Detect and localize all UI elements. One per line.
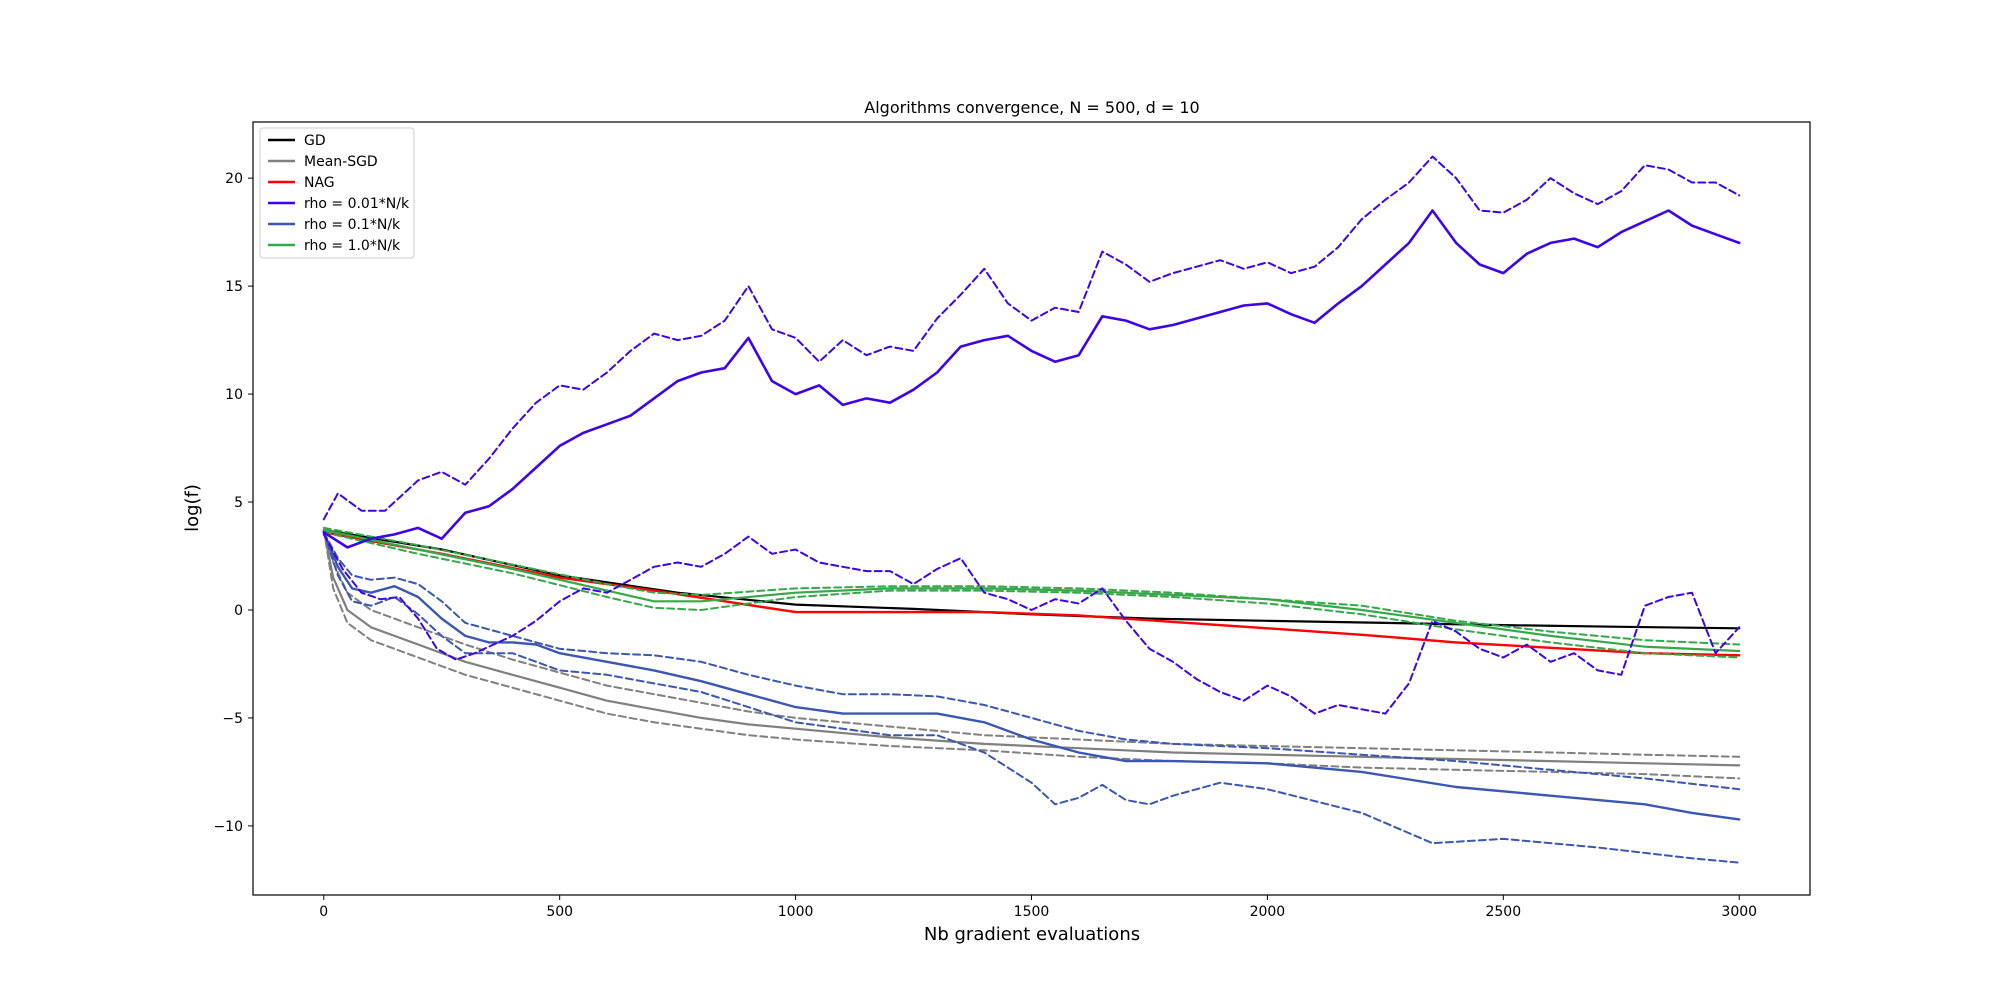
x-tick-label: 2000 [1250,904,1286,920]
legend-label-mean-sgd: Mean-SGD [304,154,378,170]
y-axis-ticks: −10 −5 0 5 10 15 20 [213,171,253,835]
y-tick-label: 20 [225,171,243,187]
chart-title: Algorithms convergence, N = 500, d = 10 [864,98,1199,117]
y-tick-label: −5 [222,711,243,727]
y-tick-label: 15 [225,279,243,295]
series-line-rho-1-0-n-k-lower [322,531,1741,659]
x-tick-label: 3000 [1721,904,1757,920]
series-line-rho-1-0-n-k-upper [322,526,1741,646]
legend-frame [259,127,415,259]
series-line-mean-sgd-lower [322,529,1741,780]
legend-label-rho-1-0-n-k: rho = 1.0*N/k [304,238,401,254]
x-tick-label: 2500 [1485,904,1521,920]
y-tick-label: 0 [234,603,243,619]
y-tick-label: 10 [225,387,243,403]
x-axis-title: Nb gradient evaluations [924,924,1140,945]
legend-label-nag: NAG [304,175,335,191]
legend-label-rho-0-1-n-k: rho = 0.1*N/k [304,217,401,233]
legend-label-gd: GD [304,133,326,149]
y-axis-title: log(f) [182,484,203,532]
series-line-rho-0-01-n-k-lower [322,533,1741,715]
legend-label-rho-0-01-n-k: rho = 0.01*N/k [304,196,410,212]
x-tick-label: 0 [319,904,328,920]
series-line-rho-0-01-n-k-upper [322,155,1741,521]
series-line-rho-0-1-n-k-lower [322,531,1741,864]
series-line-rho-0-01-n-k [322,209,1741,549]
x-tick-label: 500 [546,904,573,920]
x-tick-label: 1500 [1014,904,1050,920]
series-line-rho-1-0-n-k [322,529,1741,653]
series-layer [322,155,1741,864]
x-tick-label: 1000 [778,904,814,920]
series-line-rho-0-1-n-k-upper [322,531,1741,791]
legend: GD Mean-SGD NAG rho = 0.01*N/k rho = 0.1*N/k… [259,127,415,259]
x-axis-ticks: 0 500 1000 1500 2000 2500 3000 [319,895,1757,920]
y-tick-label: −10 [213,819,243,835]
series-line-mean-sgd-upper [322,529,1741,758]
series-line-rho-0-1-n-k [322,531,1741,821]
y-tick-label: 5 [234,495,243,511]
